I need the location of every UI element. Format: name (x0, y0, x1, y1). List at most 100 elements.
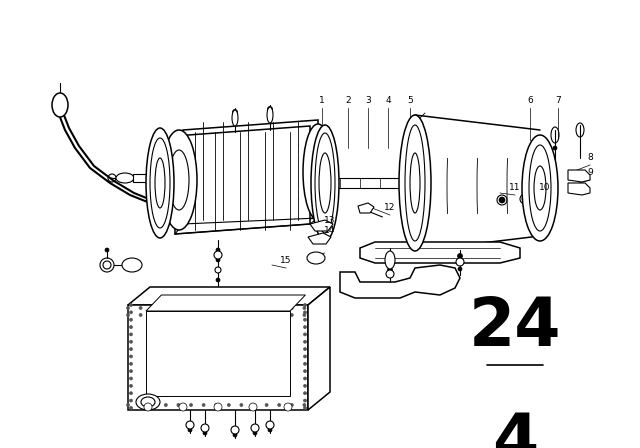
Ellipse shape (216, 278, 220, 282)
Ellipse shape (180, 405, 186, 409)
Ellipse shape (413, 121, 417, 125)
Ellipse shape (129, 355, 132, 358)
Text: 11: 11 (509, 183, 521, 192)
Ellipse shape (155, 158, 165, 208)
Ellipse shape (201, 424, 209, 432)
Ellipse shape (330, 217, 335, 222)
Ellipse shape (164, 404, 167, 406)
Ellipse shape (534, 166, 546, 210)
Ellipse shape (251, 424, 259, 432)
Ellipse shape (303, 311, 307, 314)
Ellipse shape (458, 254, 463, 258)
Ellipse shape (312, 181, 317, 185)
Ellipse shape (152, 314, 155, 316)
Ellipse shape (303, 306, 306, 310)
Ellipse shape (139, 314, 142, 316)
Polygon shape (340, 265, 460, 298)
Ellipse shape (216, 268, 220, 272)
Ellipse shape (410, 153, 420, 213)
Ellipse shape (152, 222, 157, 227)
Ellipse shape (116, 173, 134, 183)
Ellipse shape (141, 397, 155, 407)
Ellipse shape (303, 404, 306, 406)
Ellipse shape (545, 142, 550, 147)
Ellipse shape (150, 138, 170, 228)
Ellipse shape (323, 233, 328, 237)
Ellipse shape (319, 153, 331, 213)
Ellipse shape (530, 142, 535, 147)
Ellipse shape (278, 404, 281, 406)
Ellipse shape (253, 314, 255, 316)
Ellipse shape (413, 241, 417, 246)
Polygon shape (146, 295, 305, 311)
Ellipse shape (146, 128, 174, 238)
Ellipse shape (530, 229, 535, 234)
Ellipse shape (145, 180, 150, 185)
Ellipse shape (522, 135, 558, 241)
Ellipse shape (227, 314, 230, 316)
Ellipse shape (105, 248, 109, 252)
Ellipse shape (385, 251, 395, 269)
Ellipse shape (456, 258, 464, 266)
Ellipse shape (399, 115, 431, 251)
Ellipse shape (129, 311, 132, 314)
Ellipse shape (268, 428, 272, 432)
Polygon shape (128, 305, 308, 410)
Ellipse shape (227, 404, 230, 406)
Polygon shape (183, 120, 318, 228)
Ellipse shape (253, 306, 255, 310)
Ellipse shape (216, 258, 220, 262)
Ellipse shape (291, 404, 293, 406)
Ellipse shape (145, 405, 150, 409)
Text: 15: 15 (280, 256, 292, 265)
Ellipse shape (216, 288, 220, 292)
Ellipse shape (529, 145, 551, 231)
Polygon shape (308, 287, 330, 410)
Ellipse shape (424, 151, 429, 155)
Ellipse shape (189, 404, 193, 406)
Ellipse shape (169, 209, 175, 215)
Ellipse shape (291, 314, 293, 316)
Ellipse shape (177, 314, 180, 316)
Polygon shape (568, 183, 590, 195)
Ellipse shape (152, 306, 155, 310)
Text: 4: 4 (492, 410, 538, 448)
Ellipse shape (129, 392, 132, 395)
Ellipse shape (214, 404, 218, 406)
Ellipse shape (177, 404, 180, 406)
Ellipse shape (129, 370, 132, 373)
Ellipse shape (100, 258, 114, 272)
Text: 13: 13 (324, 216, 336, 225)
Ellipse shape (311, 125, 339, 241)
Ellipse shape (303, 340, 307, 343)
Ellipse shape (129, 406, 132, 409)
Ellipse shape (303, 318, 307, 321)
Ellipse shape (265, 314, 268, 316)
Ellipse shape (315, 217, 320, 222)
Ellipse shape (266, 421, 274, 429)
Ellipse shape (161, 130, 197, 230)
Ellipse shape (233, 433, 237, 437)
Ellipse shape (52, 93, 68, 117)
Ellipse shape (303, 326, 307, 328)
Ellipse shape (303, 124, 333, 220)
Ellipse shape (163, 222, 168, 227)
Polygon shape (308, 233, 331, 244)
Ellipse shape (203, 431, 207, 435)
Ellipse shape (405, 125, 425, 241)
Ellipse shape (129, 362, 132, 365)
Ellipse shape (303, 377, 307, 380)
Ellipse shape (168, 181, 173, 185)
Ellipse shape (303, 406, 307, 409)
Ellipse shape (129, 399, 132, 402)
Ellipse shape (499, 197, 505, 203)
Ellipse shape (166, 206, 178, 218)
Ellipse shape (186, 421, 194, 429)
Ellipse shape (278, 314, 281, 316)
Ellipse shape (127, 306, 129, 310)
Ellipse shape (249, 403, 257, 411)
Ellipse shape (164, 306, 167, 310)
Text: 14: 14 (324, 226, 336, 235)
Ellipse shape (164, 314, 167, 316)
Polygon shape (175, 126, 310, 234)
